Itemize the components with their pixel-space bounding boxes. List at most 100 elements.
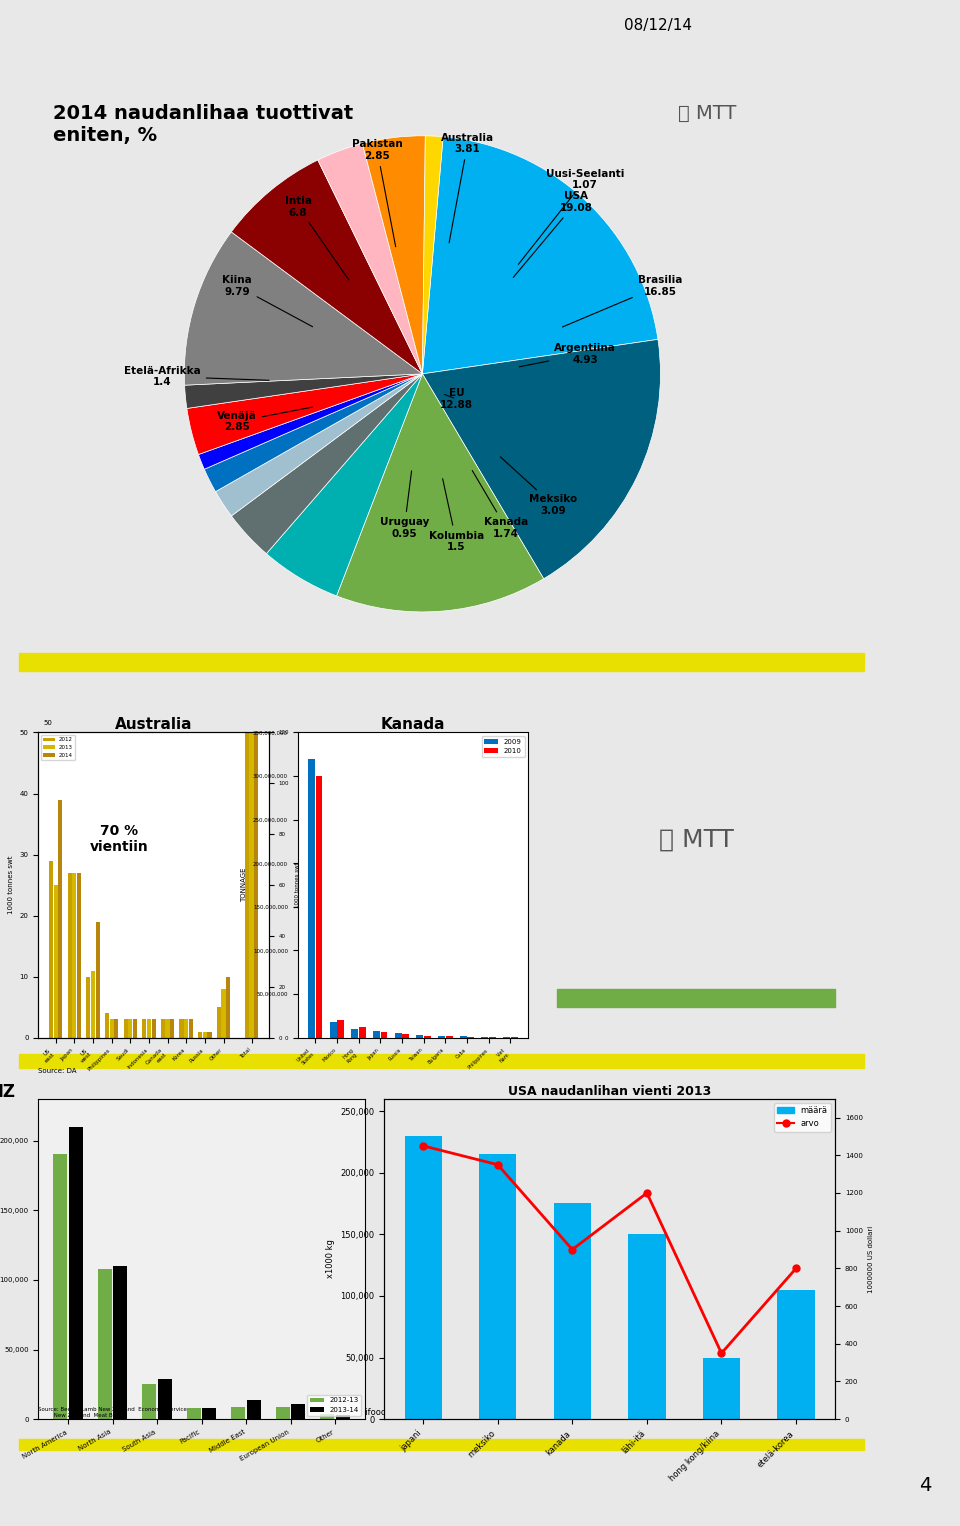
Bar xyxy=(86,977,90,1038)
Bar xyxy=(381,1032,388,1038)
Wedge shape xyxy=(199,374,422,470)
Text: Kiina
9.79: Kiina 9.79 xyxy=(222,275,313,327)
Bar xyxy=(337,1021,344,1038)
Wedge shape xyxy=(231,374,422,554)
Wedge shape xyxy=(422,339,660,578)
Bar xyxy=(247,1399,261,1419)
Bar xyxy=(628,1235,665,1419)
Bar xyxy=(203,1032,207,1038)
Bar xyxy=(227,977,230,1038)
Text: NZ: NZ xyxy=(0,1083,15,1100)
Text: Kanada
1.74: Kanada 1.74 xyxy=(472,470,528,539)
Bar xyxy=(109,1019,113,1038)
Bar xyxy=(557,989,835,1007)
Bar xyxy=(72,873,77,1038)
Bar xyxy=(161,1019,165,1038)
Bar xyxy=(59,800,62,1038)
Bar xyxy=(198,1032,203,1038)
Bar xyxy=(180,1019,183,1038)
Wedge shape xyxy=(187,374,422,455)
Text: Australia
3.81: Australia 3.81 xyxy=(441,133,494,243)
Text: 4: 4 xyxy=(919,1477,931,1495)
Bar xyxy=(184,1019,188,1038)
Bar xyxy=(395,1033,401,1038)
Bar xyxy=(157,1380,172,1419)
Bar xyxy=(152,1019,156,1038)
Legend: 2012, 2013, 2014: 2012, 2013, 2014 xyxy=(41,736,75,760)
Bar xyxy=(217,1007,221,1038)
Bar xyxy=(329,1022,337,1038)
Wedge shape xyxy=(204,374,422,491)
Legend: 2012-13, 2013-14: 2012-13, 2013-14 xyxy=(307,1395,361,1416)
Title: Kanada: Kanada xyxy=(380,717,445,732)
Wedge shape xyxy=(266,374,422,597)
Bar xyxy=(250,488,253,1038)
Bar xyxy=(91,971,95,1038)
Bar xyxy=(49,861,53,1038)
Bar xyxy=(703,1358,740,1419)
Text: 50: 50 xyxy=(43,720,52,726)
Text: Source: DA: Source: DA xyxy=(38,1068,77,1074)
Bar xyxy=(336,1415,350,1419)
Y-axis label: 1000000 US dollari: 1000000 US dollari xyxy=(869,1225,875,1293)
Bar xyxy=(417,1035,423,1038)
Bar xyxy=(254,378,258,1038)
Bar xyxy=(373,1030,380,1038)
Bar xyxy=(402,1035,409,1038)
Bar xyxy=(19,1053,864,1068)
Bar xyxy=(69,1126,83,1419)
Bar xyxy=(129,1019,132,1038)
Wedge shape xyxy=(337,374,543,612)
Wedge shape xyxy=(422,137,658,374)
Bar xyxy=(308,758,315,1038)
Text: Brasilia
16.85: Brasilia 16.85 xyxy=(563,275,682,327)
Bar xyxy=(114,1019,118,1038)
Wedge shape xyxy=(422,136,444,374)
Y-axis label: x1000 kg: x1000 kg xyxy=(325,1239,335,1279)
Legend: määrä, arvo: määrä, arvo xyxy=(774,1103,831,1132)
Y-axis label: 1000 tonnes swt: 1000 tonnes swt xyxy=(295,862,300,908)
Bar xyxy=(77,873,81,1038)
Y-axis label: TONNAGE: TONNAGE xyxy=(241,868,248,902)
Text: Argentiina
4.93: Argentiina 4.93 xyxy=(519,343,616,366)
Text: Uusi-Seelanti
1.07: Uusi-Seelanti 1.07 xyxy=(518,169,624,264)
Text: USA
19.08: USA 19.08 xyxy=(514,191,592,278)
Bar xyxy=(321,1413,334,1419)
Text: 🌿 MTT: 🌿 MTT xyxy=(659,827,733,852)
Wedge shape xyxy=(215,374,422,516)
Bar xyxy=(207,1032,211,1038)
Text: Venäjä
2.85: Venäjä 2.85 xyxy=(217,407,312,432)
Bar xyxy=(222,989,226,1038)
Text: EU
12.88: EU 12.88 xyxy=(440,388,473,410)
Bar xyxy=(424,1036,431,1038)
Bar xyxy=(359,1027,366,1038)
Title: USA naudanlihan vienti 2013: USA naudanlihan vienti 2013 xyxy=(508,1085,711,1097)
Bar xyxy=(554,1204,591,1419)
Wedge shape xyxy=(231,160,422,374)
Bar xyxy=(189,1019,193,1038)
Text: 08/12/14: 08/12/14 xyxy=(624,18,692,34)
Bar xyxy=(19,653,864,671)
Text: Intia
6.8: Intia 6.8 xyxy=(284,195,348,279)
Bar xyxy=(147,1019,151,1038)
Text: Source: Beef + Lamb New Zealand  Economic Service
         New Zealand  Meat Boa: Source: Beef + Lamb New Zealand Economic… xyxy=(38,1407,187,1418)
Title: Australia: Australia xyxy=(115,717,192,732)
Bar xyxy=(124,1019,128,1038)
Text: Kolumbia
1.5: Kolumbia 1.5 xyxy=(429,479,484,552)
Bar xyxy=(245,488,249,1038)
Bar xyxy=(170,1019,175,1038)
Wedge shape xyxy=(184,232,422,385)
Text: Pakistan
2.85: Pakistan 2.85 xyxy=(351,139,402,247)
Bar xyxy=(187,1408,201,1419)
Text: Meksiko
3.09: Meksiko 3.09 xyxy=(500,456,578,516)
Wedge shape xyxy=(184,374,422,409)
Legend: 2009, 2010: 2009, 2010 xyxy=(482,736,524,757)
Text: Etelä-Afrikka
1.4: Etelä-Afrikka 1.4 xyxy=(124,366,269,388)
Wedge shape xyxy=(362,136,425,374)
Bar xyxy=(96,922,100,1038)
Bar xyxy=(113,1267,128,1419)
Bar xyxy=(53,1155,67,1419)
Bar xyxy=(438,1036,444,1038)
Bar xyxy=(292,1404,305,1419)
Bar xyxy=(132,1019,137,1038)
